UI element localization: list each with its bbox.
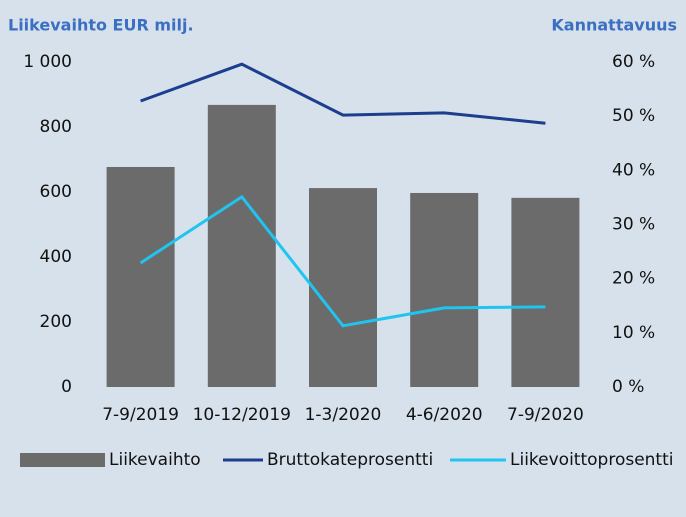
y2-axis-title: Kannattavuus (551, 16, 677, 35)
y-tick-label: 800 (40, 117, 72, 137)
y2-tick-label: 0 % (612, 377, 644, 397)
y-axis-title: Liikevaihto EUR milj. (8, 16, 194, 35)
bar (106, 166, 175, 387)
y2-tick-label: 40 % (612, 160, 655, 180)
x-tick-label: 4-6/2020 (406, 405, 483, 425)
y2-tick-label: 20 % (612, 269, 655, 289)
y2-tick-label: 50 % (612, 106, 655, 126)
bar (410, 192, 479, 387)
x-tick-label: 7-9/2019 (102, 405, 179, 425)
y-tick-label: 200 (40, 312, 72, 332)
y2-tick-label: 10 % (612, 323, 655, 343)
legend-label: Liikevaihto (109, 450, 201, 470)
legend-label: Liikevoittoprosentti (510, 450, 673, 470)
y2-tick-label: 30 % (612, 215, 655, 235)
line (139, 194, 546, 328)
x-tick-label: 7-9/2020 (507, 405, 584, 425)
line (140, 62, 546, 125)
x-tick-label: 10-12/2019 (193, 405, 291, 425)
y-tick-label: 600 (40, 182, 72, 202)
bar (309, 188, 377, 387)
y-tick-label: 0 (61, 377, 72, 397)
y-tick-label: 1 000 (23, 52, 72, 72)
x-tick-label: 1-3/2020 (305, 405, 382, 425)
y-tick-label: 400 (40, 247, 72, 267)
y2-tick-label: 60 % (612, 52, 655, 72)
legend-label: Bruttokateprosentti (267, 450, 433, 470)
bar (207, 104, 276, 388)
bar (511, 197, 580, 387)
legend-swatch (20, 453, 105, 467)
